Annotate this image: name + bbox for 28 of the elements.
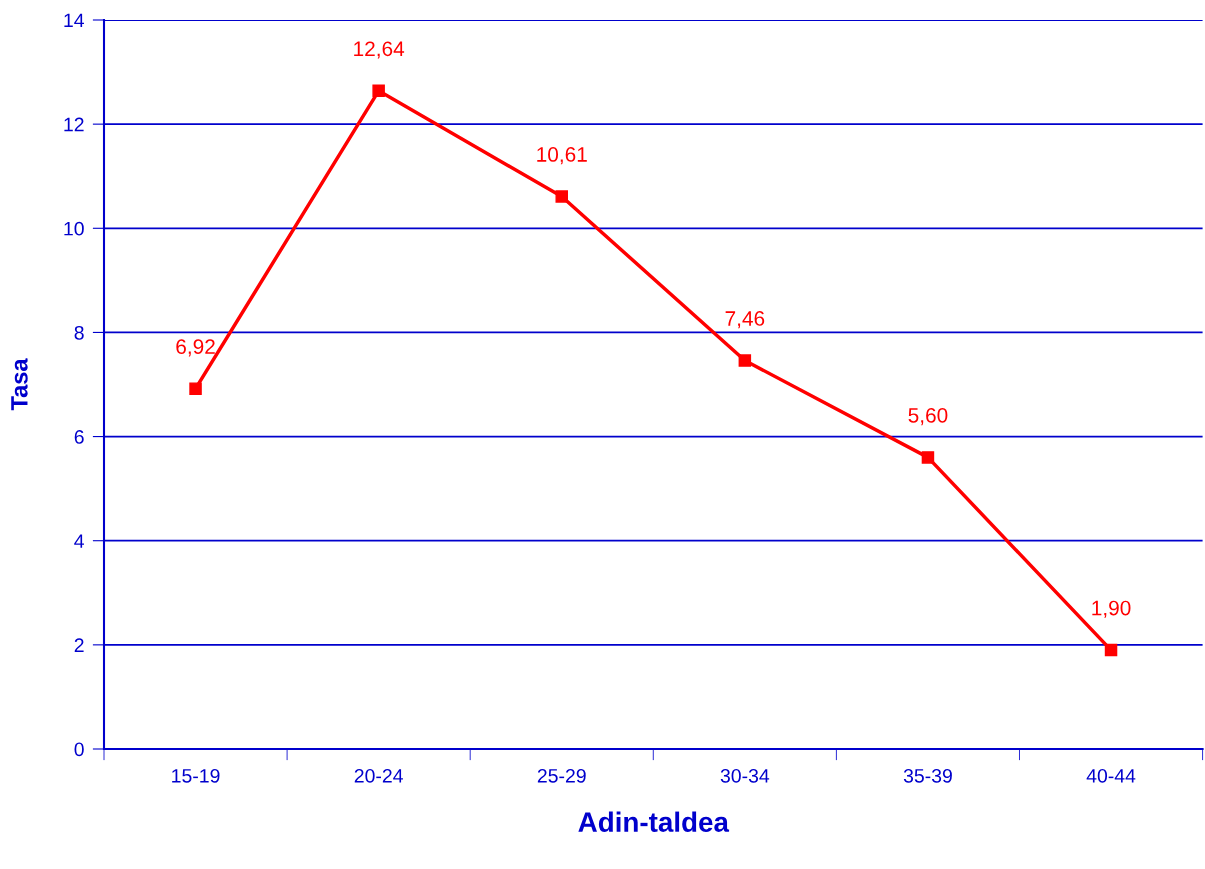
- x-tick-label: 35-39: [903, 768, 952, 783]
- x-axis-title: Adin-taldea: [578, 811, 730, 832]
- point: [189, 382, 202, 395]
- y-tick-label: 0: [74, 742, 84, 757]
- data-label: 12,64: [354, 41, 405, 59]
- y-tick-label: 14: [64, 13, 84, 28]
- y-tick-label: 8: [74, 325, 84, 340]
- x-tick-label: 15-19: [172, 768, 220, 783]
- point: [1104, 643, 1118, 657]
- data-label: 10,61: [537, 147, 587, 165]
- point: [555, 190, 568, 203]
- x-tick-label: 25-29: [537, 768, 586, 783]
- point: [738, 354, 752, 367]
- y-tick-label: 6: [74, 430, 84, 444]
- y-tick-label: 2: [74, 638, 84, 652]
- data-label: 7,46: [725, 311, 765, 329]
- x-tick-label: 40-44: [1086, 768, 1136, 783]
- data-label: 1,90: [1092, 600, 1131, 618]
- data-label: 5,60: [908, 407, 948, 426]
- x-tick-label: 20-24: [354, 768, 403, 783]
- x-tick-label: 30-34: [720, 768, 770, 783]
- data-label: 6,92: [176, 339, 215, 357]
- point: [921, 451, 935, 464]
- y-tick-label: 12: [64, 117, 84, 132]
- point: [372, 84, 385, 98]
- y-tick-label: 10: [64, 221, 84, 236]
- y-tick-label: 4: [74, 534, 84, 548]
- y-axis-title: Tasa: [11, 358, 28, 411]
